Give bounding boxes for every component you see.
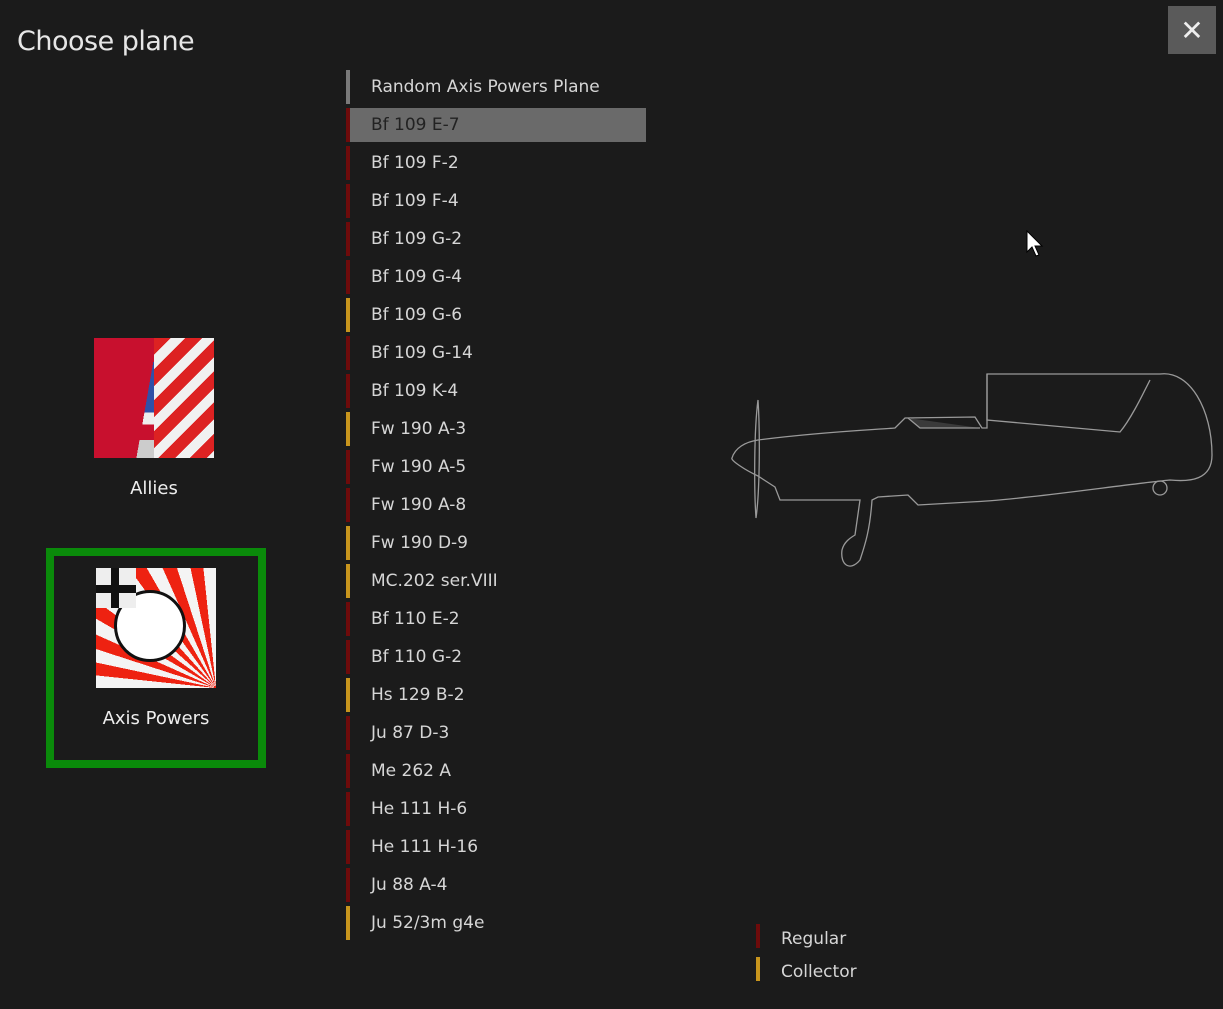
plane-name: Bf 109 G-14 [371, 343, 473, 363]
plane-name: Ju 87 D-3 [371, 723, 450, 743]
plane-type-indicator [346, 602, 350, 636]
plane-name: Bf 109 G-4 [371, 267, 463, 287]
legend-swatch [756, 924, 760, 948]
faction-allies[interactable]: Allies [44, 338, 264, 499]
legend-swatch [756, 957, 760, 981]
plane-type-indicator [346, 564, 350, 598]
plane-list-item[interactable]: Fw 190 A-8 [346, 486, 646, 524]
plane-list-item[interactable]: He 111 H-6 [346, 790, 646, 828]
plane-type-indicator [346, 412, 350, 446]
page-title: Choose plane [17, 26, 195, 57]
plane-list-item[interactable]: Random Axis Powers Plane [346, 68, 646, 106]
plane-type-indicator [346, 906, 350, 940]
plane-list-item[interactable]: Bf 109 G-6 [346, 296, 646, 334]
plane-list-item[interactable]: Bf 109 E-7 [346, 108, 646, 142]
plane-type-indicator [346, 526, 350, 560]
plane-name: He 111 H-16 [371, 837, 479, 857]
plane-type-indicator [346, 754, 350, 788]
plane-list-item[interactable]: Bf 109 G-14 [346, 334, 646, 372]
plane-name: Bf 109 G-2 [371, 229, 463, 249]
close-icon: ✕ [1180, 13, 1204, 47]
plane-list-item[interactable]: Ju 52/3m g4e [346, 904, 646, 942]
plane-list: Random Axis Powers Plane Bf 109 E-7 Bf 109… [346, 68, 646, 942]
plane-type-indicator [346, 716, 350, 750]
plane-type-indicator [346, 222, 350, 256]
plane-type-indicator [346, 70, 350, 104]
plane-name: Hs 129 B-2 [371, 685, 465, 705]
plane-type-indicator [346, 640, 350, 674]
plane-type-indicator [346, 678, 350, 712]
legend-item: Regular [756, 922, 857, 955]
plane-name: Bf 109 F-2 [371, 153, 459, 173]
plane-name: Bf 110 E-2 [371, 609, 460, 629]
plane-type-indicator [346, 450, 350, 484]
plane-type-indicator [346, 146, 350, 180]
plane-name: Random Axis Powers Plane [371, 77, 600, 97]
close-button[interactable]: ✕ [1168, 6, 1216, 54]
plane-list-item[interactable]: Bf 109 F-2 [346, 144, 646, 182]
plane-list-item[interactable]: Fw 190 A-5 [346, 448, 646, 486]
mouse-cursor-icon [1026, 230, 1044, 257]
plane-name: Fw 190 A-3 [371, 419, 467, 439]
plane-name: Ju 88 A-4 [371, 875, 448, 895]
plane-list-item[interactable]: MC.202 ser.VIII [346, 562, 646, 600]
plane-type-indicator [346, 830, 350, 864]
plane-list-item[interactable]: Bf 110 G-2 [346, 638, 646, 676]
plane-name: Fw 190 A-5 [371, 457, 467, 477]
plane-name: Ju 52/3m g4e [371, 913, 485, 933]
plane-list-item[interactable]: He 111 H-16 [346, 828, 646, 866]
plane-type-indicator [346, 184, 350, 218]
plane-type-indicator [346, 374, 350, 408]
plane-type-indicator [346, 108, 350, 142]
faction-label: Allies [130, 478, 178, 499]
plane-name: Bf 109 K-4 [371, 381, 459, 401]
plane-list-item[interactable]: Bf 109 K-4 [346, 372, 646, 410]
plane-type-indicator [346, 336, 350, 370]
allies-flag-image [94, 338, 214, 458]
plane-list-item[interactable]: Fw 190 A-3 [346, 410, 646, 448]
plane-name: He 111 H-6 [371, 799, 468, 819]
faction-label: Axis Powers [102, 708, 210, 729]
legend: Regular Collector [756, 922, 857, 988]
plane-name: Bf 109 F-4 [371, 191, 459, 211]
plane-name: Fw 190 A-8 [371, 495, 467, 515]
plane-list-item[interactable]: Hs 129 B-2 [346, 676, 646, 714]
plane-list-item[interactable]: Ju 87 D-3 [346, 714, 646, 752]
faction-axis-powers[interactable]: Axis Powers [46, 548, 266, 768]
plane-name: Bf 110 G-2 [371, 647, 463, 667]
plane-list-item[interactable]: Fw 190 D-9 [346, 524, 646, 562]
legend-label: Regular [781, 928, 847, 949]
plane-list-item[interactable]: Ju 88 A-4 [346, 866, 646, 904]
plane-list-item[interactable]: Bf 109 F-4 [346, 182, 646, 220]
legend-item: Collector [756, 955, 857, 988]
axis-flag-image [96, 568, 216, 688]
plane-name: Bf 109 E-7 [371, 115, 460, 135]
plane-type-indicator [346, 260, 350, 294]
plane-type-indicator [346, 792, 350, 826]
plane-type-indicator [346, 868, 350, 902]
legend-label: Collector [781, 961, 857, 982]
plane-list-item[interactable]: Bf 109 G-4 [346, 258, 646, 296]
plane-name: Me 262 A [371, 761, 452, 781]
plane-list-item[interactable]: Bf 109 G-2 [346, 220, 646, 258]
plane-name: Fw 190 D-9 [371, 533, 468, 553]
plane-list-item[interactable]: Me 262 A [346, 752, 646, 790]
plane-list-item[interactable]: Bf 110 E-2 [346, 600, 646, 638]
plane-type-indicator [346, 488, 350, 522]
plane-name: Bf 109 G-6 [371, 305, 463, 325]
plane-name: MC.202 ser.VIII [371, 571, 498, 591]
plane-type-indicator [346, 298, 350, 332]
plane-silhouette [731, 373, 1213, 567]
